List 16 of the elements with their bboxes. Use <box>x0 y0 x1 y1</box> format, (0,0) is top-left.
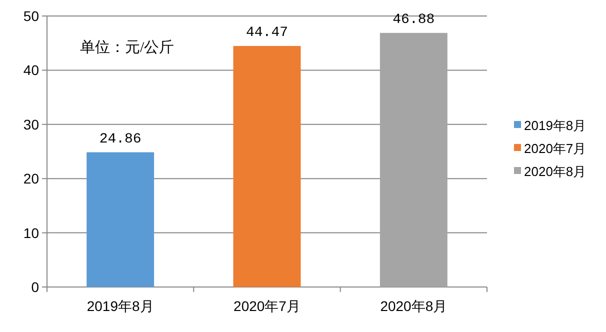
legend-label: 2020年7月 <box>524 141 586 156</box>
data-label: 44.47 <box>246 24 288 41</box>
y-tick-label: 10 <box>23 224 40 241</box>
data-label: 46.88 <box>392 12 435 28</box>
y-tick-label: 40 <box>23 62 40 78</box>
data-label: 24.86 <box>99 131 142 148</box>
x-tick-label: 2020年7月 <box>234 298 300 314</box>
x-tick-label: 2019年8月 <box>86 298 154 314</box>
legend-label: 2020年8月 <box>524 164 586 179</box>
y-tick-label: 50 <box>23 8 40 24</box>
y-tick-label: 30 <box>23 116 40 132</box>
y-tick-label: 20 <box>23 170 40 187</box>
y-tick-label: 0 <box>31 279 40 295</box>
annotation: 单位：元/公斤 <box>80 39 174 56</box>
legend-label: 2019年8月 <box>524 118 586 133</box>
x-tick-label: 2020年8月 <box>380 298 448 314</box>
